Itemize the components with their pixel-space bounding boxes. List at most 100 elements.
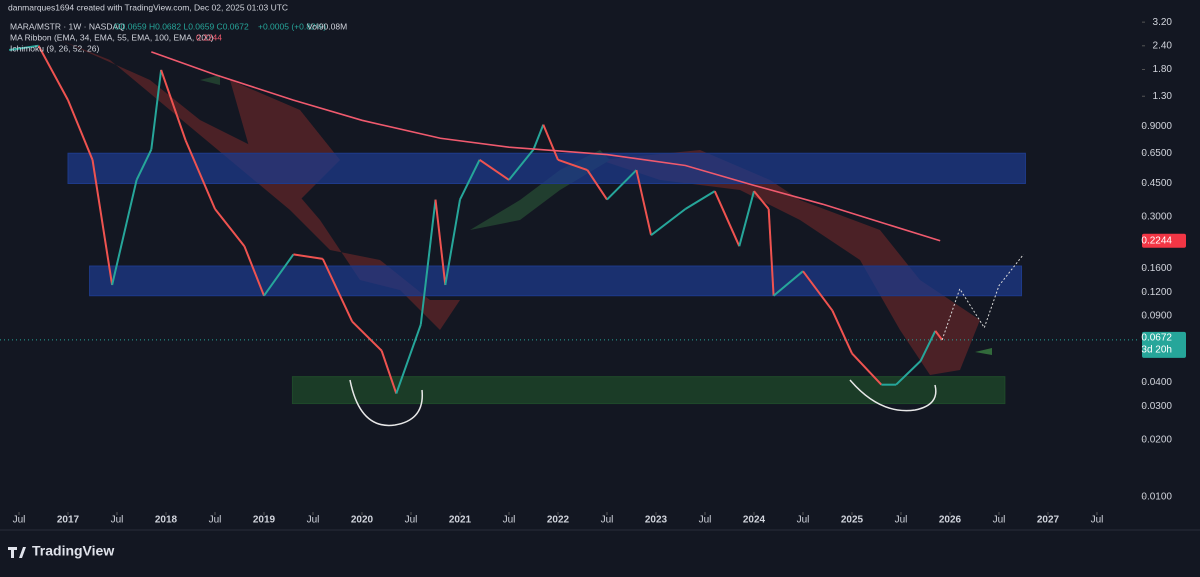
price-segment [542,124,559,161]
price-segment [635,169,653,236]
x-tick-label: 2025 [841,515,864,526]
price-segment [738,190,755,247]
x-tick-label: 2017 [57,515,80,526]
y-tick-label: 0.0400 [1141,377,1172,388]
price-segment [150,69,163,150]
price-segment [895,360,922,386]
x-tick-label: Jul [307,515,320,526]
credit: danmarques1694 created with TradingView.… [8,2,288,12]
rounding-bottom-annotation [849,379,937,412]
price-segment [160,69,187,141]
x-tick-label: Jul [797,515,810,526]
price-segment [753,190,770,210]
change: +0.0005 (+0.82%) [258,21,326,31]
x-tick-label: 2027 [1037,515,1060,526]
y-tick-label: 1.30 [1153,91,1173,102]
y-tick-label: 0.3000 [1141,211,1172,222]
ichimoku-label: Ichimoku (9, 26, 52, 26) [10,43,99,53]
y-tick-label: 0.0200 [1141,434,1172,445]
x-tick-label: 2022 [547,515,570,526]
y-tick-label: 0.4500 [1141,178,1172,189]
price-segment [380,350,398,394]
price-segment [37,45,69,101]
price-tag [1142,331,1186,358]
price-segment [419,199,437,325]
volume: Vol90.08M [307,21,347,31]
price-segment [434,199,447,286]
price-segment [321,258,354,322]
x-tick-label: Jul [13,515,26,526]
y-tick-label: 0.9000 [1141,121,1172,132]
price-segment [243,245,265,297]
plot-area [0,44,1140,405]
price-segment [293,253,323,260]
price-segment [606,169,638,201]
y-tick-label: 0.0900 [1141,311,1172,322]
x-tick-label: Jul [209,515,222,526]
price-segment [263,253,295,297]
price-segment [351,320,383,352]
x-tick-label: Jul [111,515,124,526]
price-segment [9,44,39,52]
zone [291,376,1006,405]
y-tick-label: 0.0300 [1141,401,1172,412]
x-tick-label: 2021 [449,515,472,526]
ma-tag-label: 0.2244 [1141,235,1172,246]
x-tick-label: 2026 [939,515,962,526]
x-tick-label: 2024 [743,515,766,526]
x-tick-label: Jul [1091,515,1104,526]
x-tick-label: 2020 [351,515,374,526]
legend: danmarques1694 created with TradingView.… [8,2,347,53]
logo [8,547,26,558]
y-tick-label: 1.80 [1153,64,1173,75]
price-tag-label: 0.0672 [1141,333,1172,344]
x-tick-label: Jul [601,515,614,526]
price-segment [650,208,686,237]
y-tick-label: 2.40 [1153,40,1173,51]
ma-line [151,51,941,242]
x-tick-label: Jul [993,515,1006,526]
ma-tag [1142,233,1186,248]
price-segment [767,208,775,296]
price-segment [934,330,943,341]
price-segment [508,148,535,181]
x-tick-label: 2018 [155,515,178,526]
price-segment [395,324,422,394]
footer: TradingView [8,543,114,559]
y-tick-label: 0.1600 [1141,263,1172,274]
x-tick-label: Jul [503,515,516,526]
price-segment [214,208,246,247]
y-tick-label: 0.6500 [1141,148,1172,159]
price-segment [586,169,608,201]
zone [89,265,1023,297]
price-segment [713,190,741,247]
ohlc: O0.0659 H0.0682 L0.0659 C0.0672 [114,21,249,31]
price-segment [532,124,545,150]
price-segment [459,159,481,201]
x-tick-label: 2019 [253,515,276,526]
price-segment [802,270,834,312]
y-tick-label: 0.0100 [1141,491,1172,502]
x-tick-label: Jul [699,515,712,526]
zone [67,152,1026,184]
price-segment [444,199,461,286]
x-tick-label: 2023 [645,515,668,526]
price-segment [919,330,937,362]
price-segment [67,99,94,161]
projection-line [941,254,1024,341]
price-segment [851,352,883,386]
rounding-bottom-annotation [349,379,423,427]
ma-ribbon-label: MA Ribbon (EMA, 34, EMA, 55, EMA, 100, E… [10,32,214,42]
countdown: 3d 20h [1141,345,1172,356]
price-segment [684,190,716,210]
price-segment [184,139,216,210]
x-tick-label: Jul [405,515,418,526]
x-tick-label: Jul [895,515,908,526]
price-segment [135,149,153,181]
brand: TradingView [32,543,114,559]
price-segment [557,158,588,171]
price-segment [111,179,138,286]
price-segment [479,159,510,181]
ma-ribbon-value: 0.2244 [196,32,222,42]
